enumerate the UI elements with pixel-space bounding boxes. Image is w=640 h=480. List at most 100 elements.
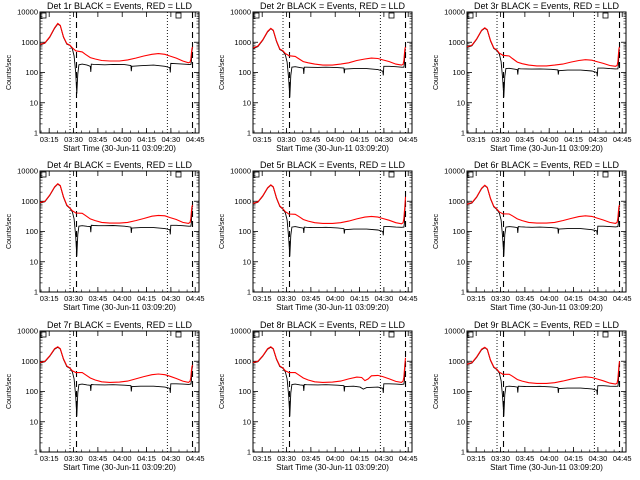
y-tick-label: 100 [238,387,251,396]
corner-marker-left [253,171,260,178]
y-tick-label: 1000 [21,357,38,366]
x-tick-label: 04:15 [564,454,583,463]
y-tick-label: 1000 [448,197,465,206]
y-axis-label: Counts/sec [433,54,440,90]
x-axis-label: Start Time (30-Jun-11 03:09:20) [276,303,389,312]
corner-marker-right [175,171,182,178]
x-tick-label: 03:45 [88,454,107,463]
corner-marker-right [175,12,182,19]
y-axis-label: Counts/sec [219,213,226,249]
corner-marker-right [388,171,395,178]
panel-title: Det 7r BLACK = Events, RED = LLD [47,320,193,330]
lld-series-line [253,346,407,383]
detector-panel-6: 1 10 100 1000 10000 03:15 03:30 03:45 04:00 04:15… [433,160,632,312]
corner-marker-left [40,12,47,19]
x-tick-label: 04:30 [588,294,607,303]
x-tick-label: 04:00 [540,135,559,144]
x-tick-label: 04:15 [137,294,156,303]
x-tick-label: 03:15 [40,135,59,144]
x-tick-label: 03:15 [40,454,59,463]
y-tick-label: 10 [457,257,465,266]
x-tick-label: 03:30 [491,294,510,303]
y-tick-label: 100 [25,387,38,396]
lld-series-line [40,346,194,383]
y-axis-label: Counts/sec [219,54,226,90]
corner-marker-left [253,331,260,338]
x-tick-label: 04:00 [326,135,345,144]
x-tick-label: 04:45 [613,294,632,303]
panel-title: Det 3r BLACK = Events, RED = LLD [474,1,620,11]
x-axis-label: Start Time (30-Jun-11 03:09:20) [490,303,603,312]
detector-panel-4: 1 10 100 1000 10000 03:15 03:30 03:45 04:00 04:15… [6,160,205,312]
x-tick-label: 04:30 [161,135,180,144]
detector-panel-9: 1 10 100 1000 10000 03:15 03:30 03:45 04:00 04:15… [433,320,632,472]
x-tick-label: 03:30 [64,294,83,303]
x-tick-label: 04:45 [186,294,205,303]
x-tick-label: 04:15 [564,135,583,144]
y-tick-label: 10000 [17,167,38,176]
x-tick-label: 04:30 [374,454,393,463]
x-tick-label: 04:45 [399,294,418,303]
x-tick-label: 04:45 [613,454,632,463]
x-tick-label: 04:00 [326,454,345,463]
y-tick-label: 10000 [17,8,38,17]
corner-marker-right [602,331,609,338]
lld-series-line [467,27,621,67]
x-tick-label: 04:00 [540,454,559,463]
x-tick-label: 03:45 [301,454,320,463]
x-tick-label: 03:15 [253,135,272,144]
y-tick-label: 1 [461,129,465,138]
x-tick-label: 04:30 [161,454,180,463]
y-tick-label: 10 [243,98,251,107]
y-tick-label: 1 [461,448,465,457]
x-tick-label: 04:30 [588,135,607,144]
y-axis-label: Counts/sec [433,373,440,409]
y-tick-label: 1000 [448,357,465,366]
y-tick-label: 10000 [230,8,251,17]
y-axis-label: Counts/sec [6,213,13,249]
x-tick-label: 04:15 [564,294,583,303]
corner-marker-right [388,331,395,338]
y-tick-label: 10000 [444,167,465,176]
corner-marker-left [467,331,474,338]
detector-panel-8: 1 10 100 1000 10000 03:15 03:30 03:45 04:00 04:15… [219,320,418,472]
corner-marker-right [602,171,609,178]
x-tick-label: 03:15 [467,454,486,463]
x-tick-label: 04:00 [540,294,559,303]
corner-marker-left [467,171,474,178]
x-tick-label: 03:45 [301,135,320,144]
y-tick-label: 10 [457,417,465,426]
x-tick-label: 03:45 [88,135,107,144]
lld-series-line [253,27,407,66]
x-tick-label: 04:00 [113,135,132,144]
y-tick-label: 100 [238,68,251,77]
y-tick-label: 10000 [230,327,251,336]
y-tick-label: 1000 [448,38,465,47]
y-tick-label: 1 [247,448,251,457]
detector-panel-1: 1 10 100 1000 10000 03:15 03:30 03:45 04:00 04:15… [6,1,205,153]
y-tick-label: 10 [243,417,251,426]
x-tick-label: 03:45 [301,294,320,303]
x-tick-label: 03:30 [277,294,296,303]
y-axis-label: Counts/sec [219,373,226,409]
x-tick-label: 04:15 [350,294,369,303]
x-tick-label: 04:00 [326,294,345,303]
y-tick-label: 1000 [21,38,38,47]
x-tick-label: 03:45 [515,135,534,144]
y-tick-label: 10000 [17,327,38,336]
y-tick-label: 1 [34,448,38,457]
y-tick-label: 1 [461,288,465,297]
x-tick-label: 03:45 [515,454,534,463]
corner-marker-right [175,331,182,338]
detector-panel-5: 1 10 100 1000 10000 03:15 03:30 03:45 04:00 04:15… [219,160,418,312]
x-tick-label: 03:30 [64,454,83,463]
y-tick-label: 10 [30,98,38,107]
y-tick-label: 10000 [444,8,465,17]
x-tick-label: 03:30 [277,135,296,144]
y-tick-label: 100 [238,227,251,236]
lld-series-line [467,184,621,224]
y-tick-label: 10 [30,417,38,426]
y-tick-label: 1 [34,288,38,297]
